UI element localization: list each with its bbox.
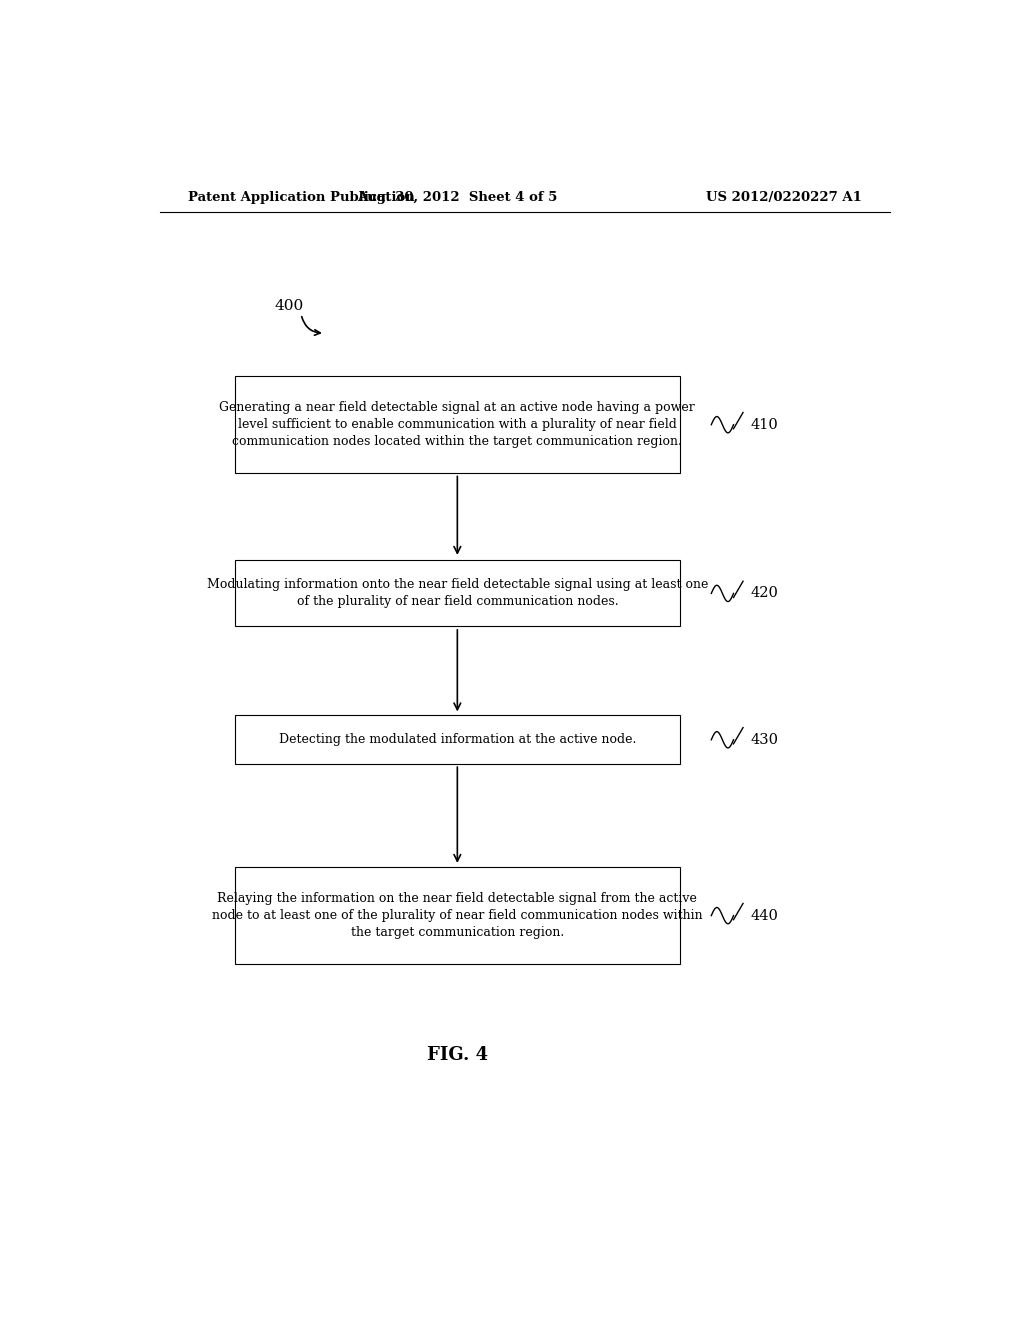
Text: 420: 420	[751, 586, 779, 601]
Text: Modulating information onto the near field detectable signal using at least one
: Modulating information onto the near fie…	[207, 578, 708, 609]
Text: Patent Application Publication: Patent Application Publication	[187, 190, 415, 203]
Text: 440: 440	[751, 908, 779, 923]
Text: Aug. 30, 2012  Sheet 4 of 5: Aug. 30, 2012 Sheet 4 of 5	[357, 190, 557, 203]
Text: Detecting the modulated information at the active node.: Detecting the modulated information at t…	[279, 734, 636, 746]
Text: Relaying the information on the near field detectable signal from the active
nod: Relaying the information on the near fie…	[212, 892, 702, 939]
Text: US 2012/0220227 A1: US 2012/0220227 A1	[707, 190, 862, 203]
Text: 430: 430	[751, 733, 779, 747]
Bar	[236, 376, 680, 473]
Text: 410: 410	[751, 417, 778, 432]
Bar	[236, 715, 680, 764]
Text: FIG. 4: FIG. 4	[427, 1045, 487, 1064]
Bar	[236, 867, 680, 964]
Bar	[236, 561, 680, 627]
Text: Generating a near field detectable signal at an active node having a power
level: Generating a near field detectable signa…	[219, 401, 695, 449]
Text: 400: 400	[274, 298, 304, 313]
